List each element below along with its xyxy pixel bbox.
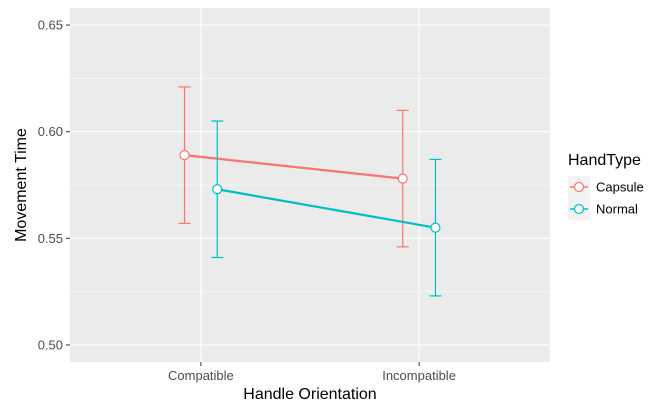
- legend-title: HandType: [568, 152, 641, 169]
- major-gridlines: [70, 8, 550, 362]
- x-axis-title: Handle Orientation: [243, 386, 376, 403]
- minor-gridlines: [70, 78, 550, 292]
- series-line: [184, 154, 403, 180]
- y-axis-ticks: 0.50 0.55 0.60 0.65: [38, 18, 70, 352]
- legend-label: Normal: [596, 202, 638, 217]
- y-tick-label: 0.50: [38, 337, 63, 352]
- data-point: [430, 222, 441, 233]
- data-point: [179, 150, 190, 161]
- x-axis-ticks: Compatible Incompatible: [168, 362, 456, 383]
- x-tick-label: Compatible: [168, 368, 234, 383]
- y-tick-label: 0.60: [38, 124, 63, 139]
- legend: HandType Capsule Normal: [568, 152, 644, 220]
- y-tick-label: 0.65: [38, 18, 63, 33]
- data-point: [397, 173, 408, 184]
- series-layer: [178, 86, 442, 297]
- legend-label: Capsule: [596, 180, 644, 195]
- legend-key-point: [573, 181, 585, 193]
- series-line: [217, 188, 436, 229]
- x-tick-label: Incompatible: [382, 368, 456, 383]
- y-axis-title: Movement Time: [13, 128, 30, 242]
- y-tick-label: 0.55: [38, 231, 63, 246]
- data-point: [212, 184, 223, 195]
- legend-key-point: [573, 203, 585, 215]
